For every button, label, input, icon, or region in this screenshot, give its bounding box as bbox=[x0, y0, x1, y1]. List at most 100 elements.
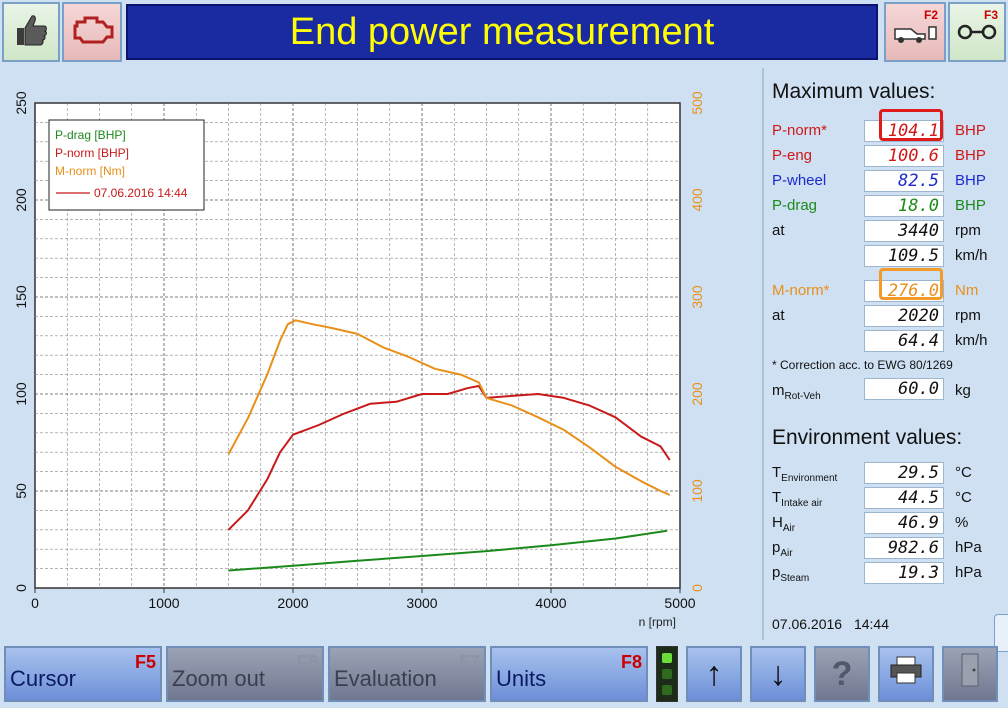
fkey-label: F6 bbox=[296, 652, 318, 672]
chart-svg: 0 1000 2000 3000 4000 5000 0 50 100 150 200 250 0 100… bbox=[0, 68, 760, 640]
max-row-unit: BHP bbox=[955, 147, 986, 164]
values-panel: Maximum values: P-norm* 104.1 BHP P-eng 100.… bbox=[762, 68, 1008, 652]
env-row-value: 982.6 bbox=[864, 537, 944, 559]
button-label: Evaluation bbox=[334, 666, 437, 691]
vehicle-on-dyno-icon bbox=[891, 15, 939, 50]
legend-entry: P-norm [BHP] bbox=[55, 146, 129, 160]
env-row-unit: hPa bbox=[955, 564, 982, 581]
env-row-unit: °C bbox=[955, 464, 972, 481]
env-symbol: T bbox=[772, 489, 782, 506]
legend-entry: M-norm [Nm] bbox=[55, 164, 125, 178]
cursor-button[interactable]: F5 Cursor bbox=[4, 646, 162, 702]
max-row-value: 276.0 bbox=[864, 280, 944, 302]
max-row-value: 104.1 bbox=[864, 120, 944, 142]
env-row-value: 19.3 bbox=[864, 562, 944, 584]
x-tick-label: 5000 bbox=[664, 595, 695, 611]
y-right-tick-label: 300 bbox=[689, 285, 705, 309]
button-label: Cursor bbox=[10, 666, 77, 691]
x-tick-label: 2000 bbox=[277, 595, 308, 611]
fkey-label: F5 bbox=[134, 652, 156, 672]
env-subscript: Air bbox=[780, 548, 793, 559]
y-right-tick-label: 200 bbox=[689, 382, 705, 406]
help-icon: ? bbox=[831, 654, 853, 693]
max-row-value: 3440 bbox=[864, 220, 944, 242]
p-norm-highlight bbox=[879, 109, 943, 141]
max-row-value: 82.5 bbox=[864, 170, 944, 192]
units-button[interactable]: F8 Units bbox=[490, 646, 648, 702]
env-row-unit: °C bbox=[955, 489, 972, 506]
accept-button[interactable] bbox=[2, 2, 60, 62]
engine-button[interactable] bbox=[62, 2, 122, 62]
max-row-label: P-wheel bbox=[772, 172, 827, 189]
fkey-label: F8 bbox=[620, 652, 642, 672]
arrow-up-icon: ↑ bbox=[705, 654, 723, 693]
max-row-label: P-eng bbox=[772, 147, 813, 164]
correction-note: * Correction acc. to EWG 80/1269 bbox=[772, 358, 953, 372]
env-row-label: pSteam bbox=[772, 564, 809, 584]
y-left-tick-label: 50 bbox=[13, 483, 29, 499]
max-row-unit: BHP bbox=[955, 172, 986, 189]
measurement-time: 14:44 bbox=[853, 616, 890, 632]
env-row-unit: hPa bbox=[955, 539, 982, 556]
env-symbol: T bbox=[772, 464, 782, 481]
env-subscript: Intake air bbox=[781, 498, 823, 509]
y-left-tick-label: 250 bbox=[13, 91, 29, 115]
exit-button[interactable] bbox=[942, 646, 998, 702]
power-chart[interactable]: 0 1000 2000 3000 4000 5000 0 50 100 150 200 250 0 100… bbox=[0, 68, 760, 640]
max-row-label: at bbox=[772, 307, 785, 324]
max-row-unit: Nm bbox=[955, 282, 979, 299]
env-symbol: p bbox=[772, 564, 781, 581]
scroll-down-button[interactable]: ↓ bbox=[750, 646, 806, 702]
max-row-value: 109.5 bbox=[864, 245, 944, 267]
fkey-label: F7 bbox=[458, 652, 480, 672]
env-subscript: Steam bbox=[780, 573, 810, 584]
scroll-up-button[interactable]: ↑ bbox=[686, 646, 742, 702]
printer-icon bbox=[889, 655, 923, 694]
env-row-label: pAir bbox=[772, 539, 793, 559]
env-row-value: 29.5 bbox=[864, 462, 944, 484]
measurement-datetime: 07.06.2016 14:44 bbox=[772, 616, 889, 632]
chart-legend: P-drag [BHP] P-norm [BHP] M-norm [Nm] 07… bbox=[48, 119, 205, 211]
series-line-p-drag bbox=[228, 529, 668, 572]
max-row-value: 100.6 bbox=[864, 145, 944, 167]
button-label: Units bbox=[496, 666, 547, 691]
vehicle-button[interactable]: F2 bbox=[884, 2, 946, 62]
max-row-label: P-drag bbox=[772, 197, 818, 214]
fkey-label: F3 bbox=[983, 8, 998, 22]
x-tick-label: 4000 bbox=[535, 595, 566, 611]
y-right-tick-label: 0 bbox=[689, 584, 705, 592]
evaluation-button[interactable]: F7 Evaluation bbox=[328, 646, 486, 702]
zoom-out-button[interactable]: F6 Zoom out bbox=[166, 646, 324, 702]
arrow-down-icon: ↓ bbox=[769, 654, 787, 693]
env-subscript: Air bbox=[782, 523, 796, 534]
y-left-tick-label: 150 bbox=[13, 285, 29, 309]
max-row-unit: rpm bbox=[955, 307, 981, 324]
y-right-tick-label: 400 bbox=[689, 188, 705, 212]
env-symbol: p bbox=[772, 539, 781, 556]
max-row-label: at bbox=[772, 222, 785, 239]
side-handle-tab[interactable] bbox=[994, 614, 1008, 652]
x-tick-label: 1000 bbox=[148, 595, 179, 611]
series-line-p-norm bbox=[227, 385, 671, 531]
y-right-tick-label: 500 bbox=[689, 91, 705, 115]
max-row-value: 64.4 bbox=[864, 330, 944, 352]
fkey-label: F2 bbox=[923, 8, 938, 22]
max-row-value: 2020 bbox=[864, 305, 944, 327]
y-left-tick-label: 0 bbox=[13, 584, 29, 592]
thumbs-up-icon bbox=[11, 10, 51, 55]
measurement-date: 07.06.2016 bbox=[772, 616, 843, 632]
roller-button[interactable]: F3 bbox=[948, 2, 1006, 62]
print-button[interactable] bbox=[878, 646, 934, 702]
x-tick-label: 3000 bbox=[406, 595, 437, 611]
env-row-unit: % bbox=[955, 514, 969, 531]
max-row-label: P-norm* bbox=[772, 122, 828, 139]
exit-door-icon bbox=[959, 652, 981, 697]
environment-values-heading: Environment values: bbox=[772, 426, 963, 449]
x-tick-label: 0 bbox=[31, 595, 39, 611]
help-button[interactable]: ? bbox=[814, 646, 870, 702]
env-row-label: TIntake air bbox=[772, 489, 822, 509]
mrot-unit: kg bbox=[955, 382, 971, 399]
max-row-unit: BHP bbox=[955, 197, 986, 214]
env-row-label: HAir bbox=[772, 514, 795, 534]
legend-entry: P-drag [BHP] bbox=[55, 128, 126, 142]
